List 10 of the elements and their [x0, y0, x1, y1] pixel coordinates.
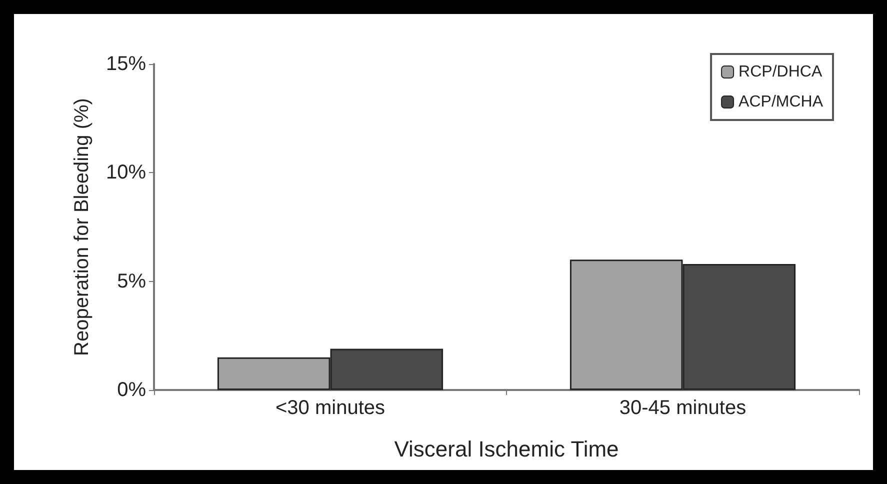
legend-label: ACP/MCHA [738, 94, 824, 110]
x-axis-title: Visceral Ischemic Time [394, 436, 619, 462]
x-tick-label: 30-45 minutes [619, 397, 746, 419]
legend-label: RCP/DHCA [738, 64, 822, 80]
y-tick-label: 10% [106, 162, 146, 184]
x-tick-label: <30 minutes [275, 397, 386, 419]
y-tick-label: 5% [117, 270, 146, 292]
y-axis-title: Reoperation for Bleeding (%) [71, 98, 93, 356]
y-tick-label: 0% [117, 379, 146, 401]
y-tick-label: 15% [106, 53, 146, 75]
